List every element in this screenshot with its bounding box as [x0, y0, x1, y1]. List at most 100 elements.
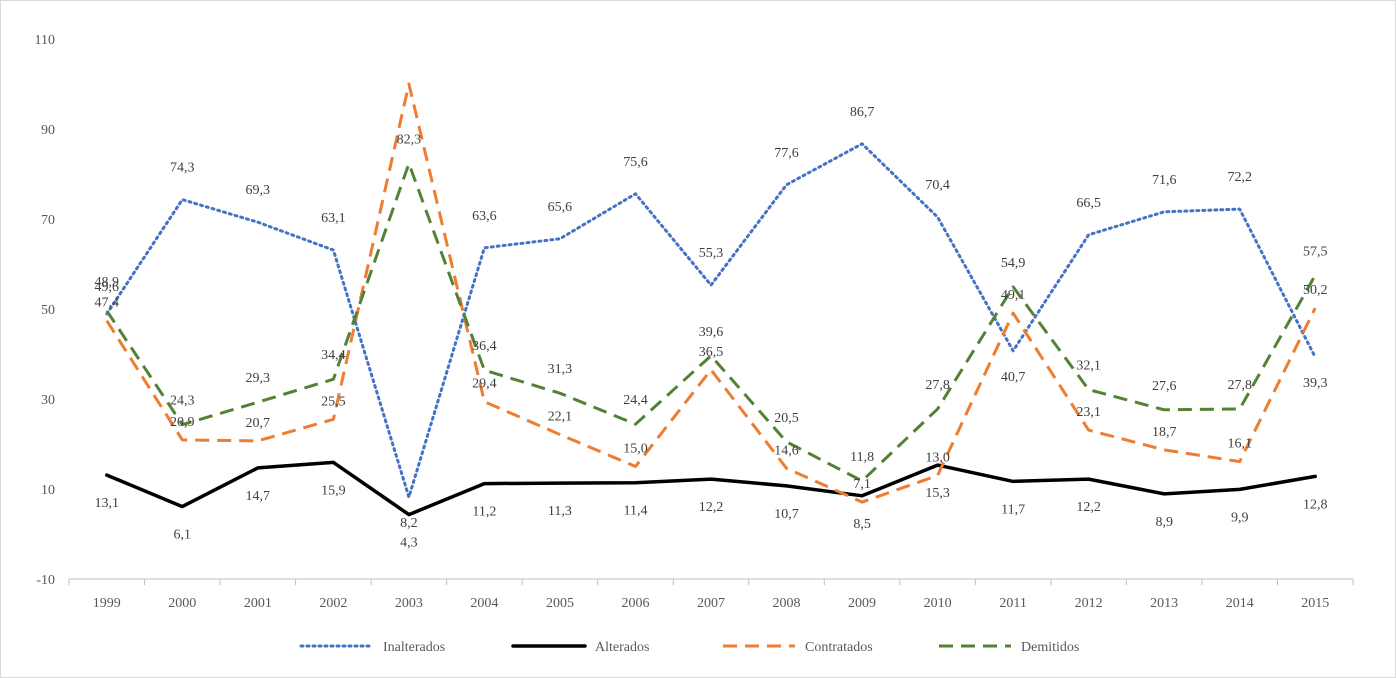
data-label-alterados: 13,1 — [95, 496, 120, 511]
x-tick-label: 2010 — [924, 596, 952, 611]
x-tick-label: 2012 — [1075, 596, 1103, 611]
data-label-alterados: 10,7 — [774, 507, 799, 522]
y-tick-label: 10 — [41, 483, 55, 498]
y-tick-label: 70 — [41, 213, 55, 228]
data-label-contratados: 14,6 — [774, 443, 799, 458]
data-label-contratados: 50,2 — [1303, 283, 1328, 298]
x-tick-label: 2002 — [319, 596, 347, 611]
x-tick-label: 2005 — [546, 596, 574, 611]
data-label-inalterados: 8,2 — [400, 516, 418, 531]
data-label-alterados: 11,4 — [624, 504, 648, 519]
data-label-demitidos: 20,5 — [774, 411, 799, 426]
x-tick-label: 2004 — [470, 596, 498, 611]
data-label-demitidos: 39,6 — [699, 325, 724, 340]
data-label-contratados: 25,5 — [321, 394, 346, 409]
data-label-demitidos: 32,1 — [1076, 359, 1101, 374]
data-label-alterados: 11,2 — [472, 505, 496, 520]
data-label-inalterados: 75,6 — [623, 155, 648, 170]
data-label-inalterados: 71,6 — [1152, 173, 1177, 188]
data-label-demitidos: 29,3 — [246, 371, 271, 386]
data-label-inalterados: 74,3 — [170, 161, 195, 176]
data-label-inalterados: 72,2 — [1227, 170, 1252, 185]
x-tick-label: 2013 — [1150, 596, 1178, 611]
x-tick-label: 2001 — [244, 596, 272, 611]
data-label-inalterados: 77,6 — [774, 146, 799, 161]
data-label-demitidos: 57,5 — [1303, 244, 1328, 259]
series-line-demitidos — [105, 162, 1317, 483]
data-label-contratados: 15,0 — [623, 442, 648, 457]
legend: Inalterados Alterados Contratados Demitidos — [299, 640, 1079, 655]
data-label-inalterados: 86,7 — [850, 105, 875, 120]
data-label-inalterados: 70,4 — [925, 178, 950, 193]
data-label-alterados: 4,3 — [400, 536, 418, 551]
data-label-demitidos: 27,6 — [1152, 379, 1177, 394]
series-lines-layer — [105, 82, 1317, 517]
data-label-inalterados: 69,3 — [246, 183, 271, 198]
data-label-contratados: 47,4 — [95, 296, 120, 311]
data-label-inalterados: 66,5 — [1076, 196, 1101, 211]
data-label-inalterados: 48,9 — [95, 275, 120, 290]
data-label-contratados: 13,0 — [925, 451, 950, 466]
data-label-demitidos: 27,8 — [1227, 378, 1252, 393]
data-label-inalterados: 65,6 — [548, 200, 573, 215]
data-label-contratados: 20,9 — [170, 415, 195, 430]
y-tick-label: 110 — [35, 33, 55, 48]
data-label-inalterados: 55,3 — [699, 246, 724, 261]
legend-label-inalterados: Inalterados — [383, 640, 445, 655]
x-tick-label: 2007 — [697, 596, 725, 611]
data-label-demitidos: 11,8 — [850, 450, 874, 465]
data-label-inalterados: 40,7 — [1001, 370, 1026, 385]
data-label-alterados: 8,5 — [853, 517, 871, 532]
data-label-demitidos: 24,4 — [623, 393, 648, 408]
data-label-contratados: 18,7 — [1152, 425, 1177, 440]
data-label-inalterados: 63,6 — [472, 209, 497, 224]
data-label-contratados: 20,7 — [246, 416, 271, 431]
x-tick-label: 2003 — [395, 596, 423, 611]
legend-label-demitidos: Demitidos — [1021, 640, 1079, 655]
data-label-alterados: 9,9 — [1231, 511, 1249, 526]
data-label-contratados: 49,1 — [1001, 288, 1026, 303]
axes-layer: 1999 2000 2001 2002 2003 2004 2005 2006 2007 2008… — [35, 33, 1354, 611]
x-tick-label: 2008 — [773, 596, 801, 611]
data-label-alterados: 6,1 — [174, 528, 192, 543]
y-tick-label: 90 — [41, 123, 55, 138]
data-label-alterados: 12,2 — [1076, 500, 1101, 515]
x-tick-label: 2014 — [1226, 596, 1254, 611]
legend-label-alterados: Alterados — [595, 640, 649, 655]
data-label-alterados: 8,9 — [1155, 515, 1173, 530]
series-line-contratados — [105, 82, 1317, 504]
x-tick-label: 1999 — [93, 596, 121, 611]
y-tick-label: -10 — [36, 573, 55, 588]
data-label-inalterados: 39,3 — [1303, 376, 1328, 391]
data-label-demitidos: 49,6 — [95, 280, 120, 295]
y-tick-label: 50 — [41, 303, 55, 318]
data-label-alterados: 11,3 — [548, 504, 572, 519]
data-label-demitidos: 27,8 — [925, 378, 950, 393]
data-label-alterados: 11,7 — [1001, 502, 1025, 517]
data-label-alterados: 14,7 — [246, 489, 271, 504]
data-label-contratados: 29,4 — [472, 377, 497, 392]
data-labels-layer: 48,9 74,3 69,3 63,1 8,2 63,6 65,6 75,6 55,3 77,6 8… — [95, 105, 1328, 551]
x-tick-label: 2006 — [621, 596, 649, 611]
x-tick-label: 2011 — [999, 596, 1026, 611]
series-line-alterados — [105, 460, 1317, 517]
x-tick-label: 2009 — [848, 596, 876, 611]
y-tick-label: 30 — [41, 393, 55, 408]
data-label-alterados: 15,3 — [925, 486, 950, 501]
data-label-demitidos: 24,3 — [170, 394, 195, 409]
data-label-contratados: 22,1 — [548, 410, 573, 425]
data-label-contratados: 16,1 — [1227, 437, 1252, 452]
data-label-alterados: 15,9 — [321, 483, 346, 498]
series-line-inalterados — [105, 142, 1317, 499]
data-label-demitidos: 34,4 — [321, 348, 346, 363]
x-tick-label: 2000 — [168, 596, 196, 611]
data-label-demitidos: 54,9 — [1001, 256, 1026, 271]
data-label-contratados: 7,1 — [853, 477, 871, 492]
data-label-contratados: 36,5 — [699, 345, 724, 360]
data-label-demitidos: 82,3 — [397, 133, 422, 148]
data-label-inalterados: 63,1 — [321, 211, 346, 226]
data-label-alterados: 12,2 — [699, 500, 724, 515]
legend-label-contratados: Contratados — [805, 640, 873, 655]
